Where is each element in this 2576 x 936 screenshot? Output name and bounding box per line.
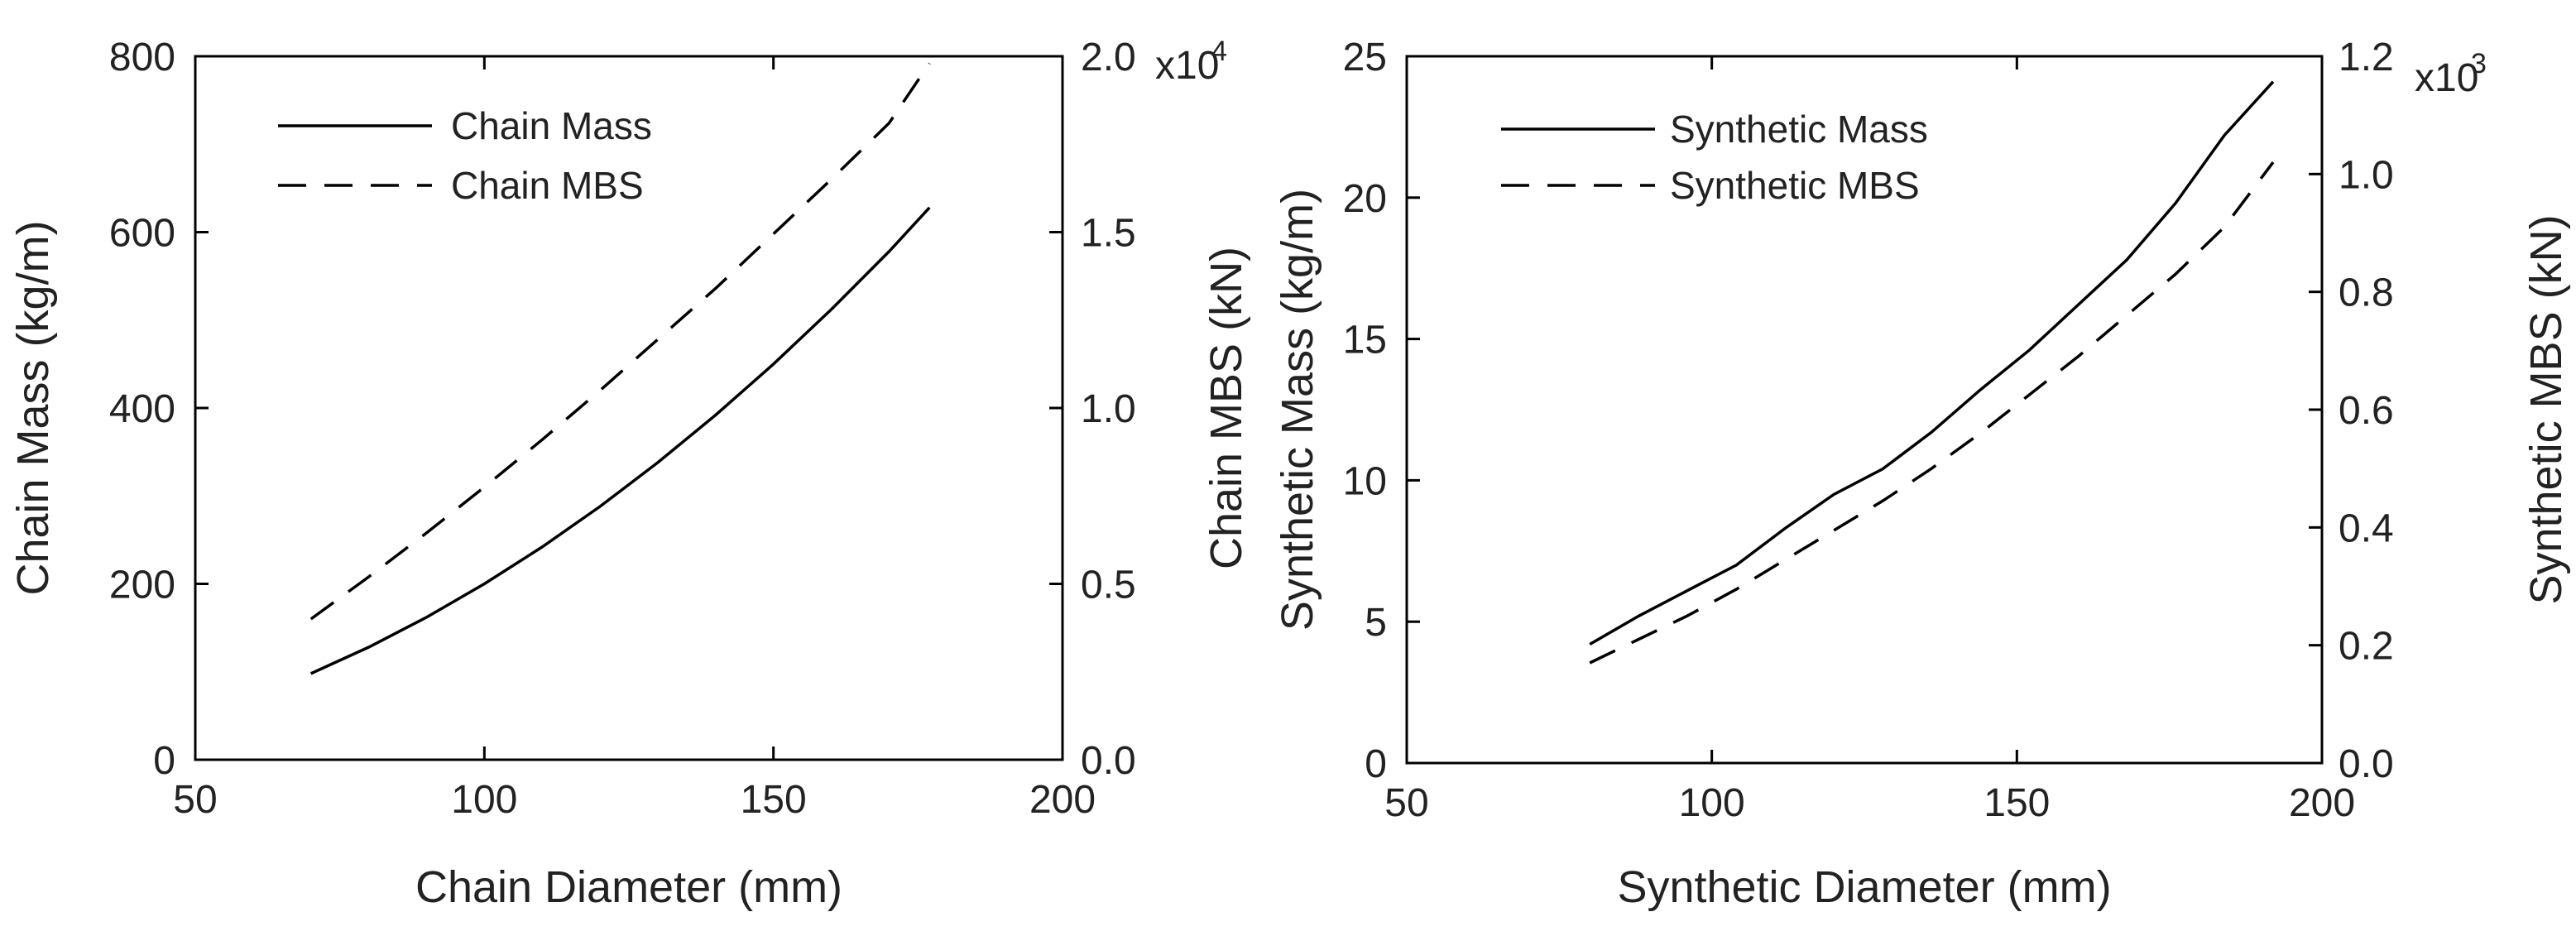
- legend-label: Chain Mass: [451, 104, 652, 147]
- plot-frame: [1405, 55, 2324, 765]
- series-line-chain-mass: [309, 206, 931, 675]
- x-axis-title: Chain Diameter (mm): [415, 862, 842, 912]
- x-tick-label: 200: [2289, 781, 2355, 825]
- y-right-axis-title: Synthetic MBS (kN): [2521, 214, 2571, 604]
- legend-label: Synthetic MBS: [1670, 164, 1920, 207]
- x-tick-label: 150: [741, 778, 807, 822]
- y-right-tick-label: 0.5: [1081, 564, 1136, 607]
- y-right-tick-label: 0.6: [2339, 389, 2394, 433]
- y-right-tick-label: 0.0: [1081, 739, 1136, 783]
- chart-panel-2: 50 100 150 200 0 5 10 15 20 25 0.0 0.2 0.4 0.6 0.8 1.0 1…: [1273, 36, 2571, 912]
- chart-panel-1: 50 100 150 200 0 200 400 600 800 0.0 0.5 1.0 1.5 2.0 x…: [8, 36, 1251, 912]
- y-left-tick-label: 600: [109, 212, 175, 256]
- y-left-tick-label: 0: [1365, 742, 1387, 786]
- x-tick-label: 100: [451, 778, 517, 822]
- y-right-tick-label: 0.4: [2339, 506, 2394, 550]
- x-tick-label: 100: [1679, 781, 1745, 825]
- y-left-tick-label: 25: [1343, 36, 1387, 79]
- y-right-tick-label: 1.0: [2339, 153, 2394, 197]
- x-axis-title: Synthetic Diameter (mm): [1617, 862, 2111, 912]
- right-axis-multiplier-base: x10: [1155, 44, 1219, 88]
- series-line-chain-mbs: [309, 62, 931, 621]
- x-tick-label: 200: [1029, 778, 1096, 822]
- y-left-tick-label: 800: [109, 36, 175, 79]
- y-left-axis-title: Chain Mass (kg/m): [8, 220, 58, 595]
- y-left-tick-label: 20: [1343, 177, 1387, 221]
- y-right-tick-label: 1.5: [1081, 212, 1136, 256]
- right-axis-multiplier-exponent: 4: [1211, 36, 1227, 67]
- right-axis-multiplier-base: x10: [2415, 56, 2478, 100]
- legend-label: Synthetic Mass: [1670, 108, 1928, 151]
- plot-frame: [194, 55, 1064, 761]
- series-line-synthetic-mbs: [1589, 161, 2275, 665]
- y-right-tick-label: 0.2: [2339, 625, 2394, 669]
- y-left-tick-label: 15: [1343, 319, 1387, 362]
- y-left-tick-label: 10: [1343, 459, 1387, 503]
- y-right-tick-label: 0.0: [2339, 742, 2394, 786]
- y-left-tick-label: 200: [109, 564, 175, 607]
- y-right-tick-label: 1.0: [1081, 387, 1136, 431]
- series-line-synthetic-mass: [1589, 80, 2275, 646]
- y-right-tick-label: 1.2: [2339, 36, 2394, 79]
- y-left-tick-label: 400: [109, 387, 175, 431]
- x-tick-label: 50: [173, 778, 217, 822]
- y-left-tick-label: 0: [153, 739, 175, 783]
- x-tick-label: 150: [1984, 781, 2050, 825]
- y-left-axis-title: Synthetic Mass (kg/m): [1273, 189, 1322, 631]
- y-right-tick-label: 0.8: [2339, 271, 2394, 315]
- right-axis-multiplier-exponent: 3: [2471, 48, 2487, 79]
- legend-label: Chain MBS: [451, 164, 644, 207]
- x-tick-label: 50: [1384, 781, 1428, 825]
- y-left-tick-label: 5: [1365, 601, 1387, 645]
- y-right-axis-title: Chain MBS (kN): [1202, 247, 1251, 569]
- y-right-tick-label: 2.0: [1081, 36, 1136, 79]
